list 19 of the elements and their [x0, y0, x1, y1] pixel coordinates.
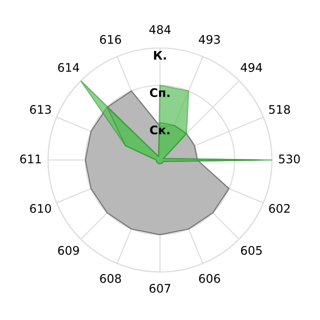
spoke-label: 616 [100, 34, 122, 44]
y-tick-label: Ск. [150, 125, 170, 134]
spoke-label: 607 [150, 284, 170, 293]
spoke-label: 609 [58, 246, 79, 255]
spoke-label: 613 [30, 104, 51, 114]
spoke-label: 605 [241, 246, 262, 255]
spoke-label: 530 [279, 154, 300, 164]
spoke-label: 518 [269, 104, 290, 114]
y-tick-label: К. [154, 50, 166, 60]
spoke-label: 610 [30, 204, 51, 213]
spoke-label: 608 [100, 274, 121, 283]
spoke-label: 494 [240, 63, 262, 72]
spoke-label: 611 [20, 154, 41, 164]
spoke-label: 493 [198, 34, 220, 44]
spoke-label: 606 [199, 274, 220, 283]
spoke-label: 602 [269, 204, 290, 213]
y-tick-label: Сп. [150, 88, 170, 98]
spoke-label: 614 [58, 63, 80, 72]
spoke-label: 484 [149, 25, 171, 34]
